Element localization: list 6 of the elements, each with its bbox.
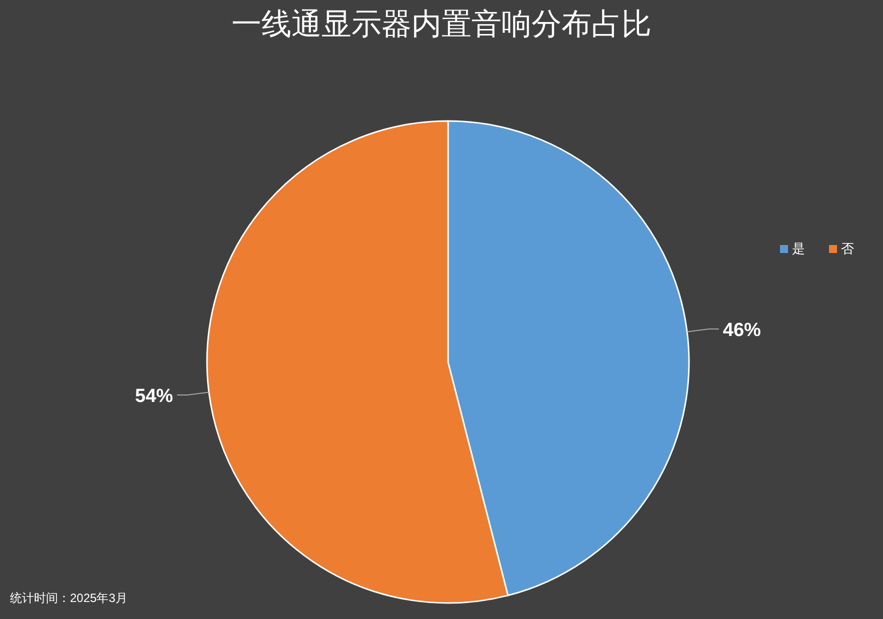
data-label: 54% [135, 386, 174, 407]
legend-label: 是 [792, 241, 805, 256]
chart-title: 一线通显示器内置音响分布占比 [232, 8, 652, 41]
data-label: 46% [722, 320, 762, 342]
legend-label: 否 [841, 241, 854, 256]
text: 统计时间：2025年3月 [10, 591, 128, 605]
